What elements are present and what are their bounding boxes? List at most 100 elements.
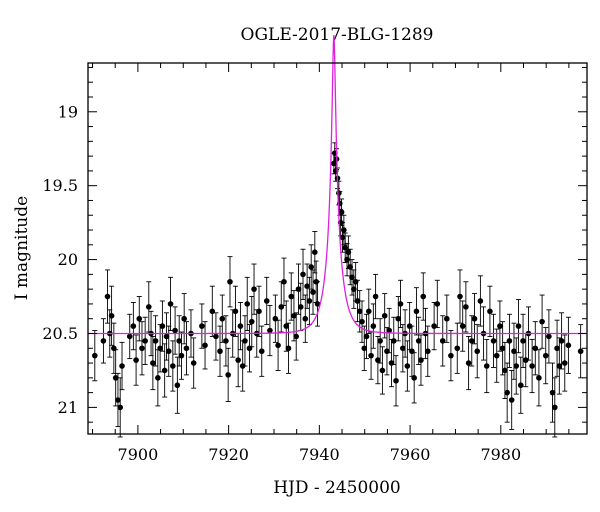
data-point xyxy=(558,338,565,344)
data-point xyxy=(258,348,265,355)
data-point xyxy=(413,308,420,315)
data-point xyxy=(295,286,302,292)
data-point xyxy=(359,318,365,325)
data-point xyxy=(465,360,472,366)
data-point xyxy=(499,345,506,352)
data-point xyxy=(145,304,152,310)
data-point xyxy=(361,345,368,352)
data-point xyxy=(381,312,388,319)
data-point xyxy=(390,338,397,344)
data-point xyxy=(420,293,427,300)
data-point xyxy=(302,315,309,322)
data-point xyxy=(126,333,133,340)
data-point xyxy=(150,360,156,366)
data-point xyxy=(444,315,450,322)
data-point xyxy=(529,363,535,369)
data-point xyxy=(308,264,314,270)
data-point xyxy=(227,278,233,285)
data-point xyxy=(363,333,370,340)
data-point xyxy=(561,360,568,366)
data-point xyxy=(418,357,424,363)
data-point xyxy=(386,327,393,334)
data-point xyxy=(155,375,161,381)
data-point xyxy=(167,301,174,307)
data-point xyxy=(366,308,372,315)
data-point xyxy=(554,345,560,352)
data-point xyxy=(508,397,515,403)
data-point xyxy=(502,367,508,374)
data-point xyxy=(397,301,404,307)
y-tick-label: 21 xyxy=(58,398,78,417)
data-point xyxy=(375,357,381,363)
data-point xyxy=(457,293,463,300)
data-point xyxy=(431,323,437,329)
data-point xyxy=(178,352,185,359)
x-tick-label: 7900 xyxy=(118,445,159,464)
data-point xyxy=(415,338,422,344)
data-point xyxy=(159,323,166,329)
data-point xyxy=(176,338,182,344)
data-point xyxy=(244,301,251,307)
data-point xyxy=(202,342,208,349)
data-point xyxy=(463,304,469,310)
data-point xyxy=(170,363,176,369)
data-point xyxy=(199,323,205,329)
data-point xyxy=(556,363,563,369)
data-point xyxy=(251,286,257,292)
data-point xyxy=(459,323,466,329)
data-point xyxy=(300,271,306,278)
data-point xyxy=(297,304,304,310)
data-point xyxy=(256,308,262,315)
data-point xyxy=(181,315,187,322)
data-point xyxy=(314,301,321,307)
data-point xyxy=(217,348,223,355)
data-point xyxy=(468,338,475,344)
data-point xyxy=(275,342,281,349)
data-point xyxy=(285,345,292,352)
data-point xyxy=(411,375,417,381)
data-point xyxy=(336,190,342,196)
data-point xyxy=(117,404,124,411)
data-point xyxy=(288,293,295,300)
data-point xyxy=(354,298,361,304)
data-point xyxy=(504,389,510,396)
y-tick-label: 19 xyxy=(58,102,78,121)
data-point xyxy=(161,367,168,374)
data-point xyxy=(242,338,248,344)
data-point xyxy=(511,348,517,355)
data-point xyxy=(310,289,316,295)
data-point xyxy=(395,315,402,322)
data-point xyxy=(487,308,493,315)
data-point xyxy=(139,345,145,352)
data-point xyxy=(532,345,539,352)
data-point xyxy=(341,227,347,233)
data-point xyxy=(119,363,125,369)
data-point xyxy=(542,352,549,359)
data-point xyxy=(304,283,310,289)
data-point xyxy=(157,345,163,352)
data-point xyxy=(515,323,522,329)
data-point xyxy=(577,348,584,355)
data-point xyxy=(565,342,572,349)
y-tick-label: 20 xyxy=(58,250,78,269)
data-point xyxy=(278,304,285,310)
data-point xyxy=(439,338,446,344)
data-point xyxy=(108,312,115,319)
data-point xyxy=(165,348,172,355)
data-point xyxy=(379,367,386,374)
data-point xyxy=(183,345,190,352)
data-point xyxy=(267,327,273,334)
data-point xyxy=(142,338,148,344)
data-point xyxy=(513,363,520,369)
data-point xyxy=(520,338,526,344)
x-tick-label: 7920 xyxy=(208,445,249,464)
data-point xyxy=(281,278,287,285)
data-point xyxy=(190,360,197,366)
data-point xyxy=(312,249,318,255)
data-point xyxy=(368,352,374,359)
data-point xyxy=(377,338,383,344)
data-point xyxy=(237,323,244,329)
data-point xyxy=(232,308,239,315)
data-point xyxy=(404,363,411,369)
